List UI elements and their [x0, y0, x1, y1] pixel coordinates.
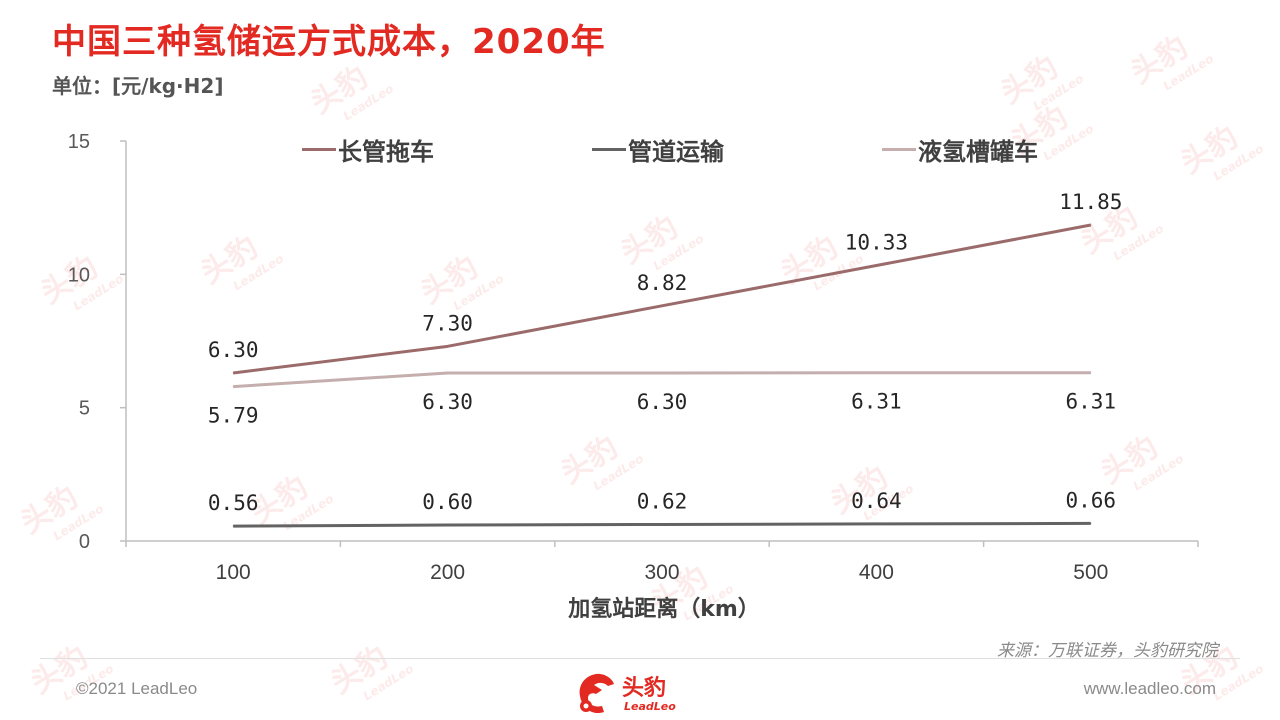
- y-tick-label: 15: [68, 131, 90, 153]
- footer-divider: [40, 658, 1240, 659]
- legend-label: 长管拖车: [338, 137, 434, 166]
- data-label: 6.30: [637, 390, 688, 414]
- legend-swatch: [882, 147, 916, 151]
- source-note: 来源：万联证券，头豹研究院: [997, 641, 1218, 661]
- data-point: [232, 386, 234, 388]
- x-tick-label: 200: [430, 561, 465, 584]
- data-label: 7.30: [422, 311, 473, 335]
- legend-swatch: [592, 147, 626, 151]
- legend-item-pipeline: 管道运输: [592, 134, 724, 166]
- series-line-2: [233, 371, 1091, 389]
- x-tick-label: 300: [644, 561, 679, 584]
- data-point: [1090, 224, 1092, 226]
- x-axis-title: 加氢站距离（km）: [567, 596, 760, 622]
- page-title: 中国三种氢储运方式成本，2020年: [52, 22, 606, 62]
- data-label: 0.60: [422, 490, 473, 514]
- legend-label: 管道运输: [628, 137, 724, 166]
- data-point: [447, 524, 449, 526]
- data-point: [661, 372, 663, 374]
- data-label: 0.56: [208, 491, 259, 515]
- x-tick-label: 100: [216, 561, 251, 584]
- data-point: [1090, 372, 1092, 374]
- legend-item-long-tube-trailer: 长管拖车: [302, 134, 434, 166]
- logo-text: 头豹: [622, 676, 667, 701]
- website-link[interactable]: www.leadleo.com: [1083, 679, 1216, 698]
- logo-subtext: LeadLeo: [624, 700, 676, 713]
- unit-label: 单位：[元/kg·H2]: [52, 74, 224, 98]
- data-point: [661, 305, 663, 307]
- data-point: [1090, 522, 1092, 524]
- data-label: 6.30: [422, 390, 473, 414]
- data-point: [447, 345, 449, 347]
- leopard-logo-icon: [579, 673, 614, 714]
- watermark-subtext: LeadLeo: [360, 661, 417, 704]
- data-point: [232, 525, 234, 527]
- copyright: ©2021 LeadLeo: [76, 679, 198, 698]
- legend-item-liquid-hydrogen-tanker: 液氢槽罐车: [882, 134, 1038, 166]
- series-line-0: [233, 223, 1092, 375]
- data-point: [875, 265, 877, 267]
- data-label: 11.85: [1059, 190, 1122, 214]
- legend-label: 液氢槽罐车: [918, 137, 1038, 166]
- y-tick-label: 0: [79, 531, 90, 553]
- data-point: [875, 372, 877, 374]
- data-label: 10.33: [845, 231, 908, 255]
- y-tick-label: 5: [79, 398, 90, 420]
- data-label: 0.64: [851, 489, 902, 513]
- leadleo-logo: 头豹 LeadLeo: [574, 666, 714, 718]
- y-tick-label: 10: [68, 264, 90, 286]
- line-chart: 0 5 10 15 100 200 300 400 500 加氢站距离（km） 6.30 7.30 8.…: [68, 131, 1199, 622]
- data-point: [875, 523, 877, 525]
- data-label: 5.79: [208, 404, 259, 428]
- data-label: 6.31: [1066, 390, 1117, 414]
- data-label: 0.66: [1066, 488, 1117, 512]
- watermark-subtext: LeadLeo: [1210, 661, 1267, 704]
- data-label: 0.62: [637, 489, 688, 513]
- data-label: 6.30: [208, 338, 259, 362]
- x-tick-label: 500: [1073, 561, 1108, 584]
- data-label: 8.82: [637, 271, 688, 295]
- data-point: [661, 523, 663, 525]
- data-point: [232, 372, 234, 374]
- legend-swatch: [302, 147, 336, 151]
- x-tick-label: 400: [859, 561, 894, 584]
- data-label: 6.31: [851, 390, 902, 414]
- data-point: [447, 372, 449, 374]
